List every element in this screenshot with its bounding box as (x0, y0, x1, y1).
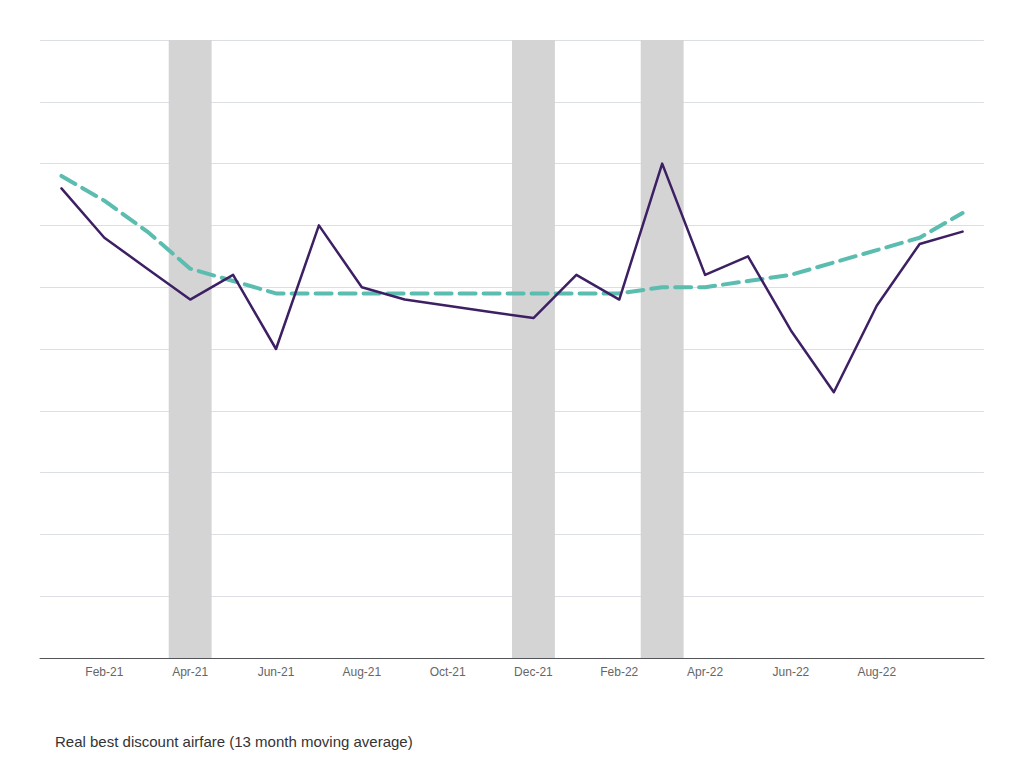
svg-text:Feb-22: Feb-22 (600, 665, 638, 679)
svg-text:Apr-22: Apr-22 (687, 665, 723, 679)
svg-text:Dec-21: Dec-21 (514, 665, 553, 679)
svg-text:Aug-22: Aug-22 (857, 665, 896, 679)
svg-text:Real best discount airfare (13: Real best discount airfare (13 month mov… (55, 733, 413, 750)
svg-text:Jun-22: Jun-22 (773, 665, 810, 679)
svg-text:Oct-21: Oct-21 (430, 665, 466, 679)
svg-text:Feb-21: Feb-21 (85, 665, 123, 679)
svg-text:Aug-21: Aug-21 (342, 665, 381, 679)
svg-text:Jun-21: Jun-21 (258, 665, 295, 679)
svg-text:Apr-21: Apr-21 (172, 665, 208, 679)
